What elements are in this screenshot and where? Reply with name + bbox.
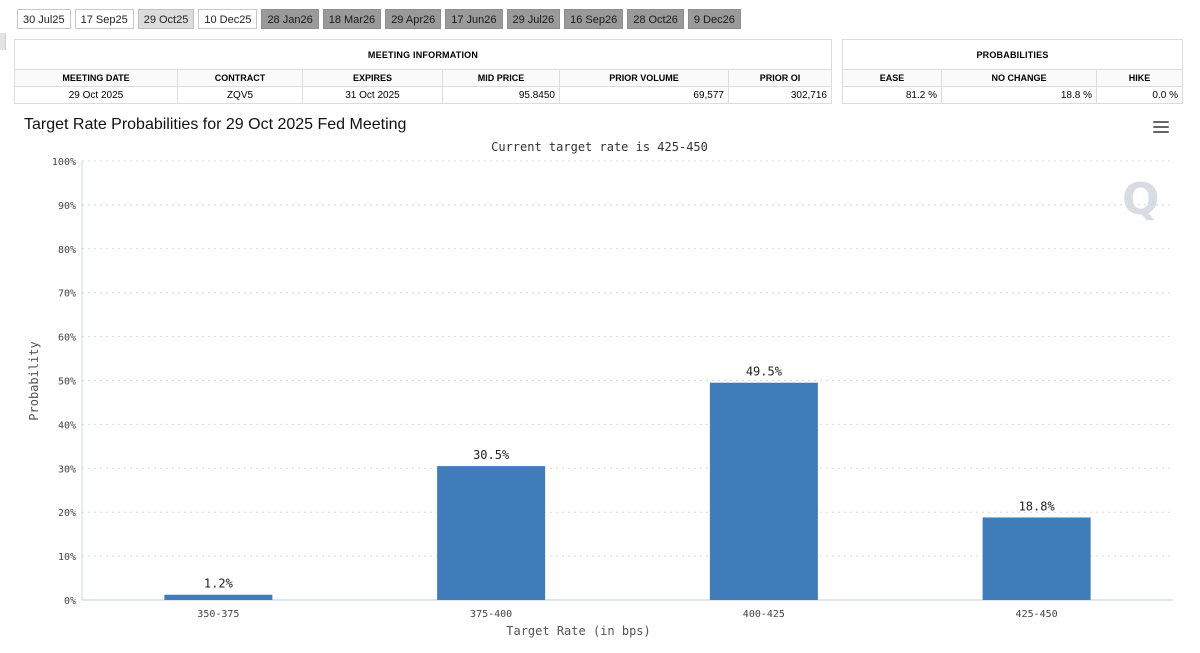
x-tick-label: 350-375 bbox=[197, 609, 239, 620]
y-tick-label: 80% bbox=[58, 245, 76, 256]
no-change-value: 18.8 % bbox=[941, 86, 1097, 104]
expires-header: EXPIRES bbox=[302, 69, 443, 87]
meeting-tab[interactable]: 18 Mar26 bbox=[322, 9, 382, 29]
x-axis-title: Target Rate (in bps) bbox=[506, 624, 651, 638]
y-tick-label: 30% bbox=[58, 464, 76, 475]
y-tick-label: 70% bbox=[58, 289, 76, 300]
hike-value: 0.0 % bbox=[1096, 86, 1183, 104]
bar-400-425 bbox=[709, 382, 818, 600]
meeting-date-header: MEETING DATE bbox=[14, 69, 178, 87]
y-tick-label: 60% bbox=[58, 333, 76, 344]
chart-title: Target Rate Probabilities for 29 Oct 202… bbox=[24, 116, 407, 133]
x-tick-label: 425-450 bbox=[1016, 609, 1058, 620]
contract-value: ZQV5 bbox=[177, 86, 303, 104]
y-tick-label: 10% bbox=[58, 552, 76, 563]
data-label: 18.8% bbox=[1019, 499, 1056, 513]
y-tick-label: 40% bbox=[58, 420, 76, 431]
meeting-tab[interactable]: 29 Jul26 bbox=[506, 9, 561, 29]
meeting-date-value: 29 Oct 2025 bbox=[14, 86, 178, 104]
meeting-information-table: MEETING INFORMATION MEETING DATE CONTRAC… bbox=[14, 39, 832, 104]
probabilities-table: PROBABILITIES EASE NO CHANGE HIKE 81.2 %… bbox=[842, 39, 1183, 104]
prior-oi-header: PRIOR OI bbox=[728, 69, 832, 87]
chart-subtitle: Current target rate is 425-450 bbox=[491, 140, 708, 154]
no-change-header: NO CHANGE bbox=[941, 69, 1097, 87]
data-label: 30.5% bbox=[473, 448, 510, 462]
prior-oi-value: 302,716 bbox=[728, 86, 832, 104]
x-tick-label: 375-400 bbox=[470, 609, 512, 620]
meeting-tab[interactable]: 9 Dec26 bbox=[687, 9, 741, 29]
ease-value: 81.2 % bbox=[842, 86, 942, 104]
mid-price-header: MID PRICE bbox=[442, 69, 560, 87]
expires-value: 31 Oct 2025 bbox=[302, 86, 443, 104]
probabilities-title: PROBABILITIES bbox=[842, 39, 1183, 70]
y-tick-label: 0% bbox=[64, 596, 76, 607]
side-handle[interactable] bbox=[0, 33, 6, 50]
y-tick-label: 50% bbox=[58, 377, 76, 388]
hike-header: HIKE bbox=[1096, 69, 1183, 87]
ease-header: EASE bbox=[842, 69, 942, 87]
bar-chart: Current target rate is 425-450 0% 10% 20% 30… bbox=[27, 140, 1173, 638]
chart-menu-icon[interactable] bbox=[1153, 121, 1169, 135]
contract-header: CONTRACT bbox=[177, 69, 303, 87]
data-label: 49.5% bbox=[746, 365, 783, 379]
meeting-tabs: 30 Jul25 17 Sep25 29 Oct25 10 Dec25 28 Jan26… bbox=[17, 9, 741, 29]
meeting-tab[interactable]: 30 Jul25 bbox=[17, 9, 71, 29]
meeting-tab[interactable]: 29 Apr26 bbox=[385, 9, 442, 29]
meeting-tab[interactable]: 16 Sep26 bbox=[564, 9, 624, 29]
meeting-tab[interactable]: 10 Dec25 bbox=[198, 9, 258, 29]
mid-price-value: 95.8450 bbox=[442, 86, 560, 104]
meeting-tab[interactable]: 28 Oct26 bbox=[627, 9, 684, 29]
meeting-tab[interactable]: 17 Jun26 bbox=[445, 9, 503, 29]
bar-375-400 bbox=[437, 466, 546, 600]
y-tick-label: 20% bbox=[58, 508, 76, 519]
prior-volume-header: PRIOR VOLUME bbox=[559, 69, 729, 87]
bar-350-375 bbox=[164, 594, 273, 600]
meeting-tab[interactable]: 29 Oct25 bbox=[137, 9, 195, 29]
watermark-logo: Q bbox=[1122, 174, 1160, 225]
bar-425-450 bbox=[982, 517, 1091, 600]
meeting-information-title: MEETING INFORMATION bbox=[14, 39, 832, 70]
y-tick-label: 100% bbox=[52, 157, 76, 168]
y-axis-title: Probability bbox=[27, 341, 41, 420]
chart-container: Current target rate is 425-450 0% 10% 20% 30… bbox=[14, 110, 1183, 650]
data-label: 1.2% bbox=[204, 577, 234, 591]
prior-volume-value: 69,577 bbox=[559, 86, 729, 104]
meeting-tab[interactable]: 28 Jan26 bbox=[261, 9, 319, 29]
y-tick-label: 90% bbox=[58, 201, 76, 212]
meeting-tab[interactable]: 17 Sep25 bbox=[74, 9, 134, 29]
x-tick-label: 400-425 bbox=[743, 609, 785, 620]
